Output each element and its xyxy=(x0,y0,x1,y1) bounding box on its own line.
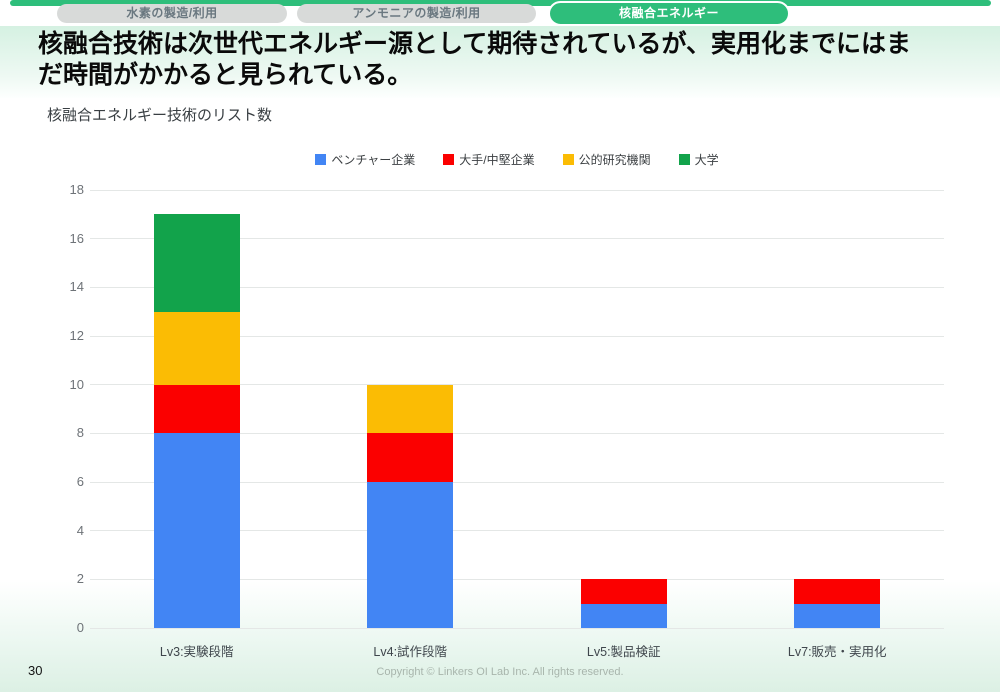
legend-label: ベンチャー企業 xyxy=(331,152,416,167)
page-title: 核融合技術は次世代エネルギー源として期待されているが、実用化までにはまだ時間がか… xyxy=(38,30,912,89)
legend-label: 大学 xyxy=(694,152,719,167)
legend-label: 大手/中堅企業 xyxy=(459,152,535,167)
bar-segment xyxy=(367,433,454,482)
x-axis-labels: Lv3:実験段階 Lv4:試作段階 Lv5:製品検証 Lv7:販売・実用化 xyxy=(90,641,944,659)
x-axis-label: Lv4:試作段階 xyxy=(373,645,448,659)
tab-strip xyxy=(10,0,991,6)
gridline-y8 xyxy=(90,432,944,434)
legend-item: ベンチャー企業 xyxy=(315,151,415,168)
bar-segment xyxy=(153,311,240,385)
chart-plot-area: 0 2 4 6 8 10 12 14 16 18 xyxy=(70,182,944,635)
gridline-y2 xyxy=(90,578,944,580)
y-tick-label: 2 xyxy=(76,571,84,587)
gridline-y16 xyxy=(90,238,944,240)
tab-bar: 水素の製造/利用 アンモニアの製造/利用 核融合エネルギー xyxy=(0,0,1000,26)
gridline-y6 xyxy=(90,481,944,483)
bar-segment xyxy=(367,482,454,628)
y-tick-label: 16 xyxy=(69,230,84,246)
page-number: 30 xyxy=(28,663,43,678)
gridline-y0 xyxy=(90,627,944,629)
gridline-y18 xyxy=(90,189,944,191)
legend-item: 大手/中堅企業 xyxy=(443,151,535,168)
y-tick-label: 4 xyxy=(76,522,84,538)
copyright-text: Copyright © Linkers OI Lab Inc. All righ… xyxy=(376,666,624,678)
bar-segment xyxy=(580,579,667,604)
y-tick-label: 8 xyxy=(76,425,84,441)
y-tick-label: 18 xyxy=(69,182,84,197)
bar-segment xyxy=(794,603,881,628)
bar-segment xyxy=(153,384,240,434)
y-tick-label: 6 xyxy=(76,474,84,489)
y-tick-label: 0 xyxy=(76,620,84,635)
tab-1[interactable]: 水素の製造/利用 xyxy=(57,4,287,23)
bar-segment xyxy=(153,433,240,628)
tab-3[interactable]: 核融合エネルギー xyxy=(548,1,790,26)
legend-item: 公的研究機関 xyxy=(562,151,651,168)
legend-item: 大学 xyxy=(678,151,719,168)
y-tick-label: 10 xyxy=(69,376,84,392)
chart-legend: ベンチャー企業 大手/中堅企業 公的研究機関 大学 xyxy=(90,151,944,167)
y-tick-label: 14 xyxy=(69,279,84,295)
bar-segment xyxy=(367,384,454,434)
legend-swatch-icon xyxy=(562,153,574,165)
legend-swatch-icon xyxy=(443,153,455,165)
header-band: 核融合技術は次世代エネルギー源として期待されているが、実用化までにはまだ時間がか… xyxy=(0,26,1000,98)
chart-title: 核融合エネルギー技術のリスト数 xyxy=(47,107,273,124)
bar-segment xyxy=(153,214,240,312)
x-axis-label: Lv3:実験段階 xyxy=(159,645,234,659)
y-tick-label: 12 xyxy=(69,328,84,343)
bar-segment xyxy=(580,603,667,628)
tab-2[interactable]: アンモニアの製造/利用 xyxy=(297,4,536,23)
gridline-y10 xyxy=(90,384,944,386)
gridline-y4 xyxy=(90,530,944,532)
legend-swatch-icon xyxy=(678,153,690,165)
bar-segment xyxy=(794,579,881,604)
gridline-y12 xyxy=(90,335,944,337)
x-axis-label: Lv7:販売・実用化 xyxy=(787,645,887,659)
x-axis-label: Lv5:製品検証 xyxy=(586,645,661,659)
gridline-y14 xyxy=(90,286,944,288)
legend-label: 公的研究機関 xyxy=(578,152,651,167)
legend-swatch-icon xyxy=(315,153,327,165)
